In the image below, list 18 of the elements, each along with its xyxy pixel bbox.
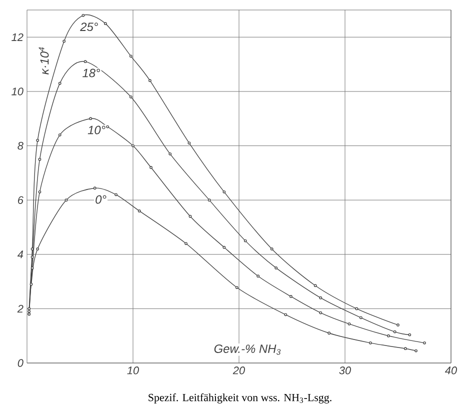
x-axis-title: Gew.-% NH$_{3}$ (214, 344, 281, 355)
y-tick-label: 10 (12, 88, 24, 96)
series-label: 25° (80, 22, 98, 32)
y-tick-label: 4 (17, 250, 24, 258)
y-tick-label: 2 (17, 304, 24, 313)
series-label: 0° (96, 195, 106, 204)
series-label: 10° (88, 126, 106, 134)
series-label: 18° (82, 68, 100, 78)
x-tick-label: 40 (444, 366, 457, 374)
x-tick-label: 10 (127, 366, 139, 374)
y-tick-label: 0 (18, 359, 24, 367)
y-axis-title: κ·10$^{4}$ (38, 47, 49, 74)
x-tick-label: 20 (232, 366, 245, 374)
y-tick-label: 6 (18, 196, 24, 204)
x-tick-label: 30 (339, 366, 351, 374)
y-tick-label: 12 (12, 33, 24, 41)
y-tick-label: 8 (18, 142, 24, 150)
text: Spezif. Leitfähigkeit von wss. NH$_{3}$-Lsgg. (148, 393, 332, 404)
